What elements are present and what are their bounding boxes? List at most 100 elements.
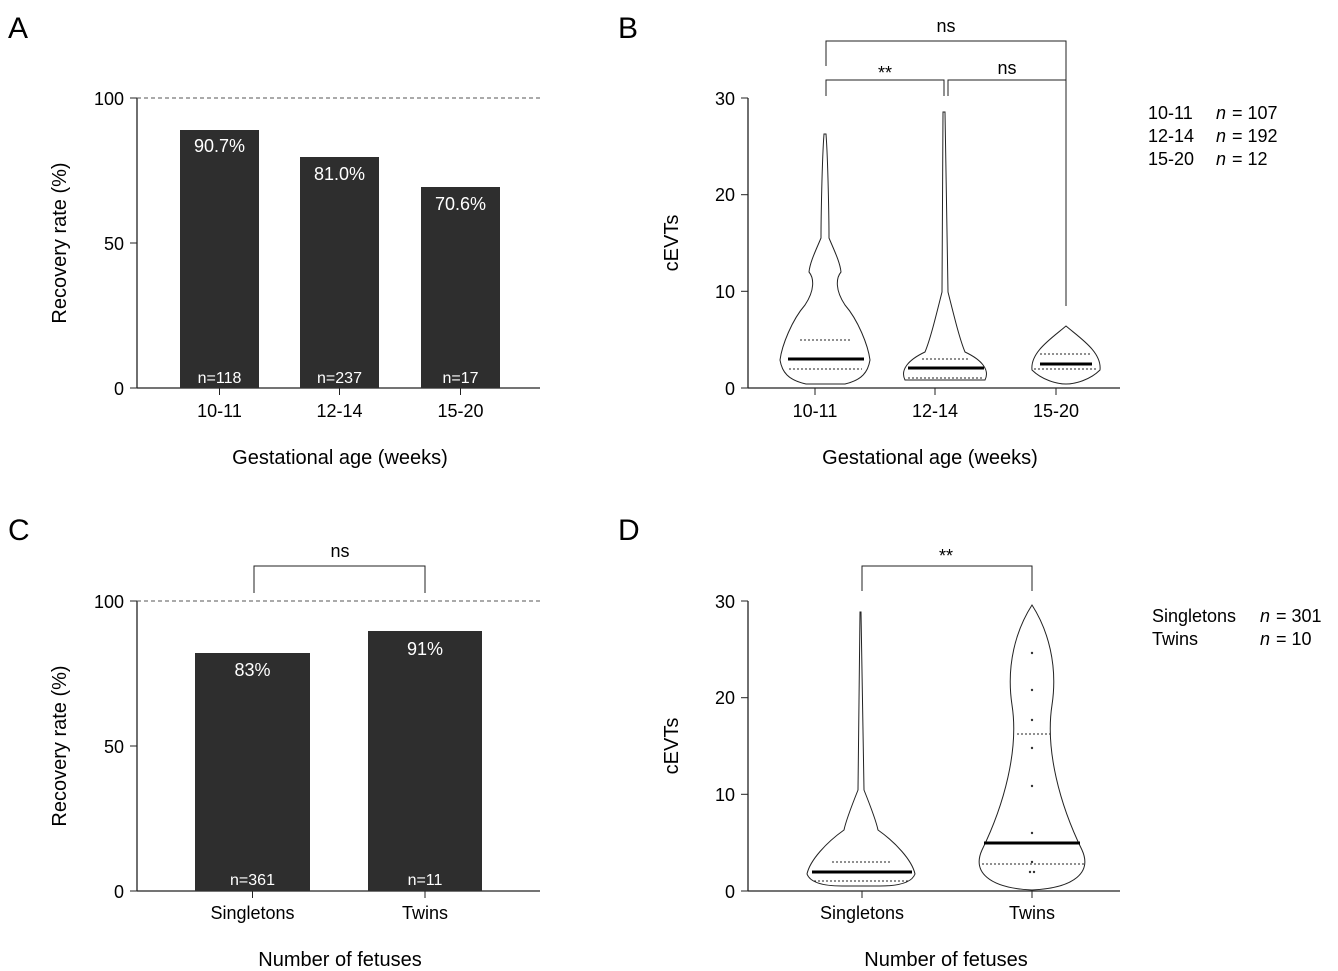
y-tick-label: 0	[725, 882, 735, 902]
panel-letter-a: A	[8, 12, 28, 45]
bar-value-label: 91%	[407, 639, 443, 659]
bar	[195, 653, 310, 891]
x-axis-label: Number of fetuses	[258, 949, 421, 971]
violin-10-11	[779, 133, 871, 385]
bar	[300, 157, 379, 388]
legend-count: = 192	[1232, 126, 1278, 146]
data-point	[1030, 831, 1034, 835]
x-tick-label: Singletons	[210, 903, 294, 923]
legend-n: n	[1260, 606, 1270, 626]
bar	[368, 631, 482, 891]
bar-n-label: n=11	[408, 872, 443, 889]
bar-n-label: n=237	[317, 370, 362, 387]
bar-value-label: 90.7%	[194, 136, 245, 156]
x-tick-label: 10-11	[793, 401, 838, 421]
bar-2: 81.0% n=237 12-14	[300, 157, 379, 421]
x-tick-label: 15-20	[437, 401, 483, 421]
legend: Singletons n = 301 Twins n = 10	[1152, 606, 1322, 649]
x-tick-label: 10-11	[197, 401, 242, 421]
significance-bracket	[861, 565, 1033, 591]
x-tick-label: Twins	[1009, 903, 1055, 923]
data-point	[1030, 651, 1034, 655]
y-tick-label: 0	[114, 882, 124, 902]
violin-15-20	[1031, 325, 1101, 385]
significance-bracket	[825, 40, 1067, 306]
data-point	[1030, 784, 1034, 788]
legend-n: n	[1216, 103, 1226, 123]
data-point	[1028, 870, 1032, 874]
y-tick-label: 30	[715, 592, 735, 612]
y-tick-label: 10	[715, 785, 735, 805]
significance-label: **	[878, 63, 892, 83]
x-tick-label: Singletons	[820, 903, 904, 923]
legend-group: 12-14	[1148, 126, 1194, 146]
y-tick-label: 100	[94, 592, 124, 612]
legend-n: n	[1216, 126, 1226, 146]
bar	[421, 187, 500, 388]
data-point	[1030, 860, 1034, 864]
y-axis-label: cEVTs	[661, 718, 683, 775]
significance-label: **	[939, 546, 953, 566]
bar	[180, 130, 259, 388]
bar-value-label: 81.0%	[314, 164, 365, 184]
y-tick-label: 50	[104, 737, 124, 757]
bar-2: 91% n=11 Twins	[368, 631, 482, 923]
x-tick-label: 15-20	[1033, 401, 1079, 421]
legend-group: Singletons	[1152, 606, 1236, 626]
panel-d: 0 10 20 30 cEVTs Number of fetuses Singl…	[661, 546, 1322, 971]
panel-letter-c: C	[8, 514, 30, 547]
bar-value-label: 83%	[234, 660, 270, 680]
significance-label: ns	[330, 541, 349, 561]
legend-count: = 301	[1276, 606, 1322, 626]
data-point	[1030, 718, 1034, 722]
significance-bracket	[825, 79, 945, 96]
x-axis-label: Gestational age (weeks)	[232, 447, 448, 469]
legend-group: 15-20	[1148, 149, 1194, 169]
panel-a: 0 50 100 Recovery rate (%) Gestational a…	[49, 89, 540, 469]
significance-bracket	[947, 79, 1067, 96]
y-tick-label: 0	[114, 379, 124, 399]
x-tick-label: 12-14	[316, 401, 362, 421]
y-axis-label: cEVTs	[661, 215, 683, 272]
x-tick-label: 12-14	[912, 401, 958, 421]
bar-3: 70.6% n=17 15-20	[421, 187, 500, 421]
legend-group: Twins	[1152, 629, 1198, 649]
bar-n-label: n=118	[198, 370, 242, 387]
y-tick-label: 100	[94, 89, 124, 109]
legend-count: = 12	[1232, 149, 1268, 169]
y-axis-label: Recovery rate (%)	[49, 665, 71, 826]
bar-n-label: n=361	[230, 872, 275, 889]
x-axis-label: Gestational age (weeks)	[822, 447, 1038, 469]
violin-12-14	[903, 111, 987, 381]
data-point	[1032, 870, 1036, 874]
violin-singletons	[806, 611, 916, 887]
y-tick-label: 30	[715, 89, 735, 109]
y-axis-label: Recovery rate (%)	[49, 162, 71, 323]
x-tick-label: Twins	[402, 903, 448, 923]
significance-bracket	[253, 565, 426, 593]
bar-value-label: 70.6%	[435, 194, 486, 214]
y-tick-label: 20	[715, 185, 735, 205]
legend-n: n	[1216, 149, 1226, 169]
violin-points	[1028, 651, 1036, 874]
y-tick-label: 50	[104, 234, 124, 254]
bar-1: 83% n=361 Singletons	[195, 653, 310, 923]
significance-label: ns	[936, 16, 955, 36]
legend-group: 10-11	[1148, 103, 1193, 123]
panel-b: 0 10 20 30 cEVTs Gestational age (weeks)…	[661, 16, 1278, 469]
data-point	[1030, 746, 1034, 750]
legend-n: n	[1260, 629, 1270, 649]
y-tick-label: 20	[715, 688, 735, 708]
legend-count: = 10	[1276, 629, 1312, 649]
panel-letter-d: D	[618, 514, 640, 547]
y-tick-label: 0	[725, 379, 735, 399]
data-point	[1030, 688, 1034, 692]
panel-c: 0 50 100 Recovery rate (%) Number of fet…	[49, 541, 540, 971]
bar-n-label: n=17	[442, 370, 478, 387]
legend-count: = 107	[1232, 103, 1278, 123]
bar-1: 90.7% n=118 10-11	[180, 130, 259, 421]
legend: 10-11 n = 107 12-14 n = 192 15-20 n = 12	[1148, 103, 1278, 169]
panel-letter-b: B	[618, 12, 638, 45]
x-axis-label: Number of fetuses	[864, 949, 1027, 971]
